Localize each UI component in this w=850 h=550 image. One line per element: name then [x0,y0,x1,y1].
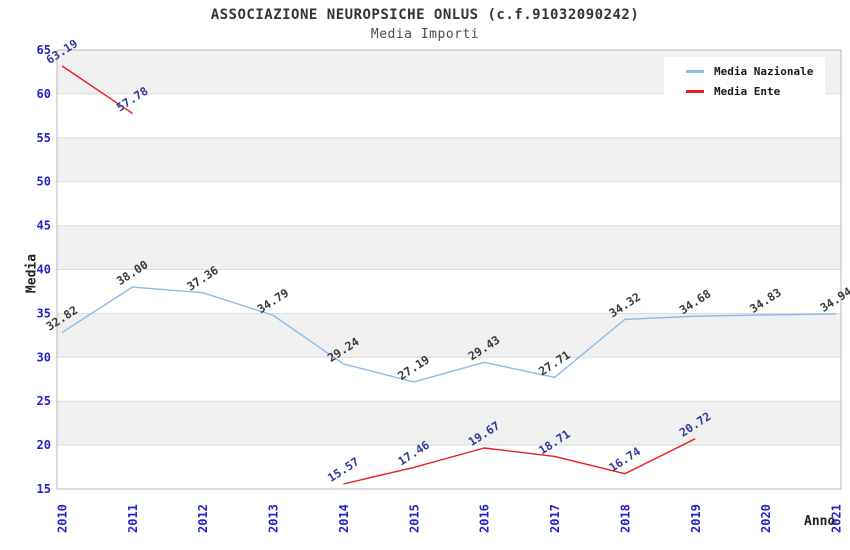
grid-band [57,313,841,358]
legend-label-media-nazionale: Media Nazionale [714,64,814,78]
grid-band [57,137,841,182]
x-tick-label: 2019 [689,504,703,533]
y-tick-label: 55 [37,131,51,145]
series-line-media-nazionale [61,286,837,383]
x-tick-label: 2015 [407,504,421,533]
x-tick-label: 2020 [759,504,773,533]
grid-band [57,225,841,270]
x-tick-label: 2014 [337,504,351,533]
legend-item-media-nazionale: Media Nazionale [686,61,813,81]
grid-band [57,401,841,446]
y-tick-label: 15 [37,482,51,496]
chart-subtitle: Media Importi [370,27,480,42]
y-tick-label: 45 [37,219,51,233]
data-label-media-nazionale: 34.79 [255,286,292,317]
x-tick-label: 2012 [196,504,210,533]
plot-border [56,49,842,490]
series-line-media-ente [61,65,133,114]
y-tick-labels: 15 20 25 30 35 40 45 50 55 60 65 [37,43,51,496]
legend-item-media-ente: Media Ente [686,81,813,101]
gridlines [57,49,841,490]
x-tick-label: 2017 [548,504,562,533]
data-label-media-nazionale: 34.94 [817,284,850,315]
x-tick-label: 2010 [56,504,70,533]
x-tick-label: 2018 [618,504,632,533]
data-label-media-nazionale: 34.83 [747,285,784,316]
data-label-media-ente: 16.74 [606,444,643,475]
y-tick-label: 65 [37,43,51,57]
chart-title: ASSOCIAZIONE NEUROPSICHE ONLUS (c.f.9103… [210,7,640,23]
y-tick-label: 25 [37,394,51,408]
x-axis-title: Anno [804,514,836,529]
x-tick-label: 2016 [478,504,492,533]
legend: Media Nazionale Media Ente [664,57,826,105]
legend-swatch-media-ente [686,89,704,93]
y-tick-label: 35 [37,306,51,320]
y-axis-title: Media [24,253,40,294]
legend-label-media-ente: Media Ente [714,84,781,98]
y-tick-label: 40 [37,263,51,277]
y-tick-label: 20 [37,438,51,452]
y-tick-label: 50 [37,175,51,189]
x-tick-labels: 2010 2011 2012 2013 2014 2015 2016 2017 2018 2019… [56,504,844,533]
data-label-media-nazionale: 34.68 [677,287,714,318]
x-tick-label: 2011 [126,504,140,533]
grid-bands [57,50,841,446]
legend-swatch-media-nazionale [686,69,704,73]
x-tick-label: 2013 [267,504,281,533]
x-tick-label: 2021 [830,504,844,533]
y-tick-label: 30 [37,350,51,364]
series-line-media-ente [343,438,696,485]
y-tick-label: 60 [37,87,51,101]
